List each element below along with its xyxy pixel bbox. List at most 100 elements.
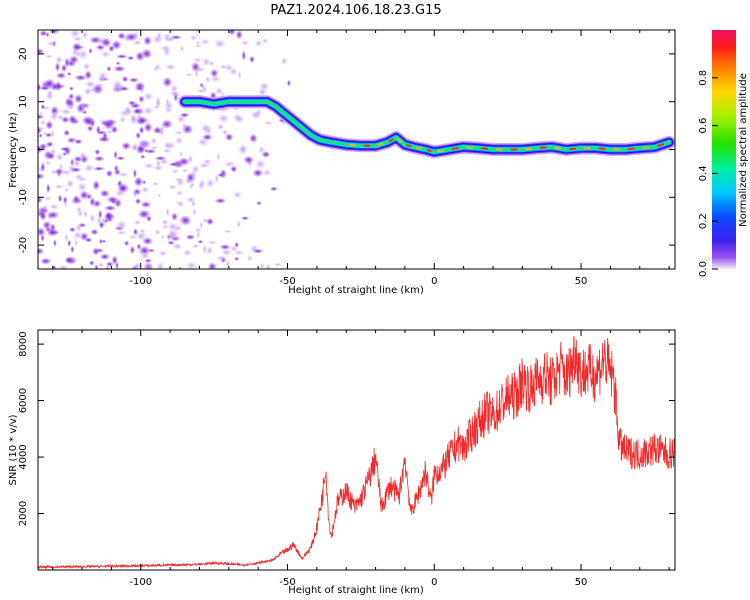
noise-blob [82, 62, 91, 71]
noise-blob [49, 147, 58, 156]
y-tick-label: 20 [18, 48, 29, 61]
noise-blob [155, 158, 162, 169]
noise-blob [184, 72, 194, 77]
noise-blob [214, 255, 228, 261]
noise-blob [84, 237, 93, 243]
noise-blob [201, 217, 210, 224]
noise-blob [94, 148, 101, 156]
ridge-hotspot [481, 147, 489, 150]
noise-blob [256, 107, 262, 117]
noise-blob [272, 262, 283, 267]
noise-blob [195, 30, 201, 35]
ridge-hotspot [426, 149, 432, 152]
noise-blob [134, 108, 140, 114]
noise-blob [191, 243, 200, 250]
noise-blob [59, 107, 73, 116]
noise-blob [45, 40, 58, 48]
noise-blob [48, 30, 60, 35]
snr-series-line [38, 336, 675, 570]
ridge-hotspot [388, 138, 394, 143]
noise-blob [105, 169, 114, 178]
noise-blob [257, 145, 266, 155]
x-tick-label: -100 [129, 276, 152, 287]
noise-blob [167, 184, 177, 190]
noise-blob [76, 205, 83, 215]
y-tick-label: 0 [18, 146, 29, 152]
noise-blob [174, 177, 186, 188]
noise-blob [92, 166, 106, 172]
noise-blob [177, 157, 191, 167]
ridge-hotspot [627, 147, 635, 151]
noise-blob [163, 100, 175, 111]
noise-blob [189, 34, 198, 42]
noise-blob [142, 105, 155, 116]
noise-blob [93, 155, 105, 162]
noise-blob [231, 190, 243, 200]
noise-blob [111, 79, 125, 91]
noise-blob [233, 256, 240, 261]
noise-blob [262, 120, 275, 126]
noise-blob [197, 239, 204, 244]
noise-blob [54, 54, 64, 66]
colorbar-tick-label: 0.2 [698, 213, 709, 229]
noise-blob [92, 179, 101, 192]
noise-blob [214, 86, 225, 96]
noise-blob [253, 158, 268, 171]
noise-blob [134, 81, 146, 92]
ridge-hotspot [598, 147, 606, 150]
noise-blob [55, 72, 67, 80]
noise-blob [95, 124, 101, 136]
noise-blob [185, 196, 197, 204]
noise-blob [45, 227, 59, 238]
noise-blob [159, 44, 173, 53]
noise-blob [99, 189, 111, 198]
noise-blob [44, 160, 52, 166]
noise-blob [97, 262, 105, 268]
noise-blob [91, 247, 101, 256]
noise-blob [152, 63, 163, 72]
noise-blob [227, 30, 236, 36]
noise-blob [166, 230, 180, 241]
noise-blob [74, 236, 78, 249]
noise-blob [68, 226, 77, 233]
noise-blob [132, 261, 143, 269]
noise-blob [139, 228, 147, 234]
noise-blob [55, 80, 62, 92]
noise-blob [199, 122, 212, 134]
noise-blob [40, 118, 46, 127]
noise-blob [237, 69, 242, 81]
noise-blob [98, 238, 104, 245]
noise-blob [38, 145, 43, 152]
noise-blob [174, 135, 184, 146]
y-tick-label: 2000 [18, 501, 29, 526]
noise-blob [142, 91, 154, 102]
noise-blob [224, 132, 234, 142]
noise-blob [246, 254, 254, 262]
noise-blob [179, 44, 185, 53]
noise-blob [60, 116, 70, 124]
ridge-hotspot [569, 147, 577, 151]
noise-blob [232, 249, 246, 256]
noise-blob [116, 171, 131, 178]
noise-blob [116, 182, 130, 194]
noise-blob [174, 200, 183, 205]
spectrogram-noise [38, 30, 292, 269]
ridge-hotspot [525, 147, 533, 151]
noise-blob [44, 119, 54, 131]
noise-blob [67, 92, 75, 100]
noise-blob [44, 54, 54, 59]
noise-blob [162, 141, 172, 150]
noise-blob [115, 230, 128, 236]
noise-blob [88, 213, 97, 224]
noise-blob [137, 115, 148, 126]
noise-blob [127, 100, 137, 106]
noise-blob [127, 234, 138, 240]
noise-blob [38, 226, 46, 238]
noise-blob [42, 204, 49, 210]
noise-blob [39, 111, 44, 117]
y-tick-label: 8000 [18, 331, 29, 356]
noise-blob [239, 39, 250, 46]
noise-blob [132, 168, 138, 179]
noise-blob [113, 164, 119, 173]
